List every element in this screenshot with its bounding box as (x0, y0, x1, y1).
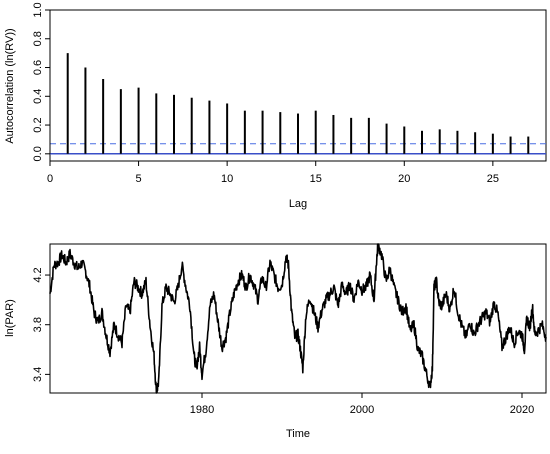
par-x-tick-label: 2020 (510, 404, 534, 416)
acf-x-tick-label: 25 (487, 173, 499, 185)
acf-y-tick-label: 0.2 (32, 117, 44, 132)
acf-x-tick-label: 10 (221, 173, 233, 185)
acf-x-tick-label: 15 (310, 173, 322, 185)
acf-y-tick-label: 1.0 (32, 2, 44, 17)
acf-x-axis: 0 5 10 15 20 25 (47, 160, 499, 185)
acf-y-tick-label: 0.8 (32, 31, 44, 46)
acf-x-axis-label: Lag (289, 198, 307, 210)
par-y-axis: 3.4 3.8 4.2 (32, 267, 51, 382)
acf-y-tick-label: 0.6 (32, 60, 44, 75)
acf-y-axis-label: Autocorrelation (ln(RV)) (4, 28, 16, 143)
acf-y-tick-label: 0.0 (32, 146, 44, 161)
par-y-tick-label: 3.4 (32, 367, 44, 382)
acf-y-tick-label: 0.4 (32, 89, 44, 104)
par-y-tick-label: 4.2 (32, 267, 44, 282)
acf-x-tick-label: 20 (398, 173, 410, 185)
acf-y-axis: 0.0 0.2 0.4 0.6 0.8 1.0 (32, 2, 51, 161)
par-x-axis: 1980 2000 2020 (190, 392, 534, 416)
par-y-axis-label: ln(PAR) (4, 299, 16, 337)
par-y-tick-label: 3.8 (32, 317, 44, 332)
par-x-tick-label: 1980 (190, 404, 214, 416)
acf-bars (66, 53, 530, 154)
acf-x-tick-label: 0 (47, 173, 53, 185)
acf-panel: 0 5 10 15 20 25 0.0 0.2 0.4 0.6 0.8 1.0 Lag Autoco… (4, 2, 547, 210)
par-x-tick-label: 2000 (350, 404, 374, 416)
par-series-line (49, 243, 547, 394)
par-x-axis-label: Time (286, 428, 310, 440)
acf-x-tick-label: 5 (136, 173, 142, 185)
par-panel: 1980 2000 2020 3.4 3.8 4.2 Time ln(PAR) (4, 243, 547, 440)
